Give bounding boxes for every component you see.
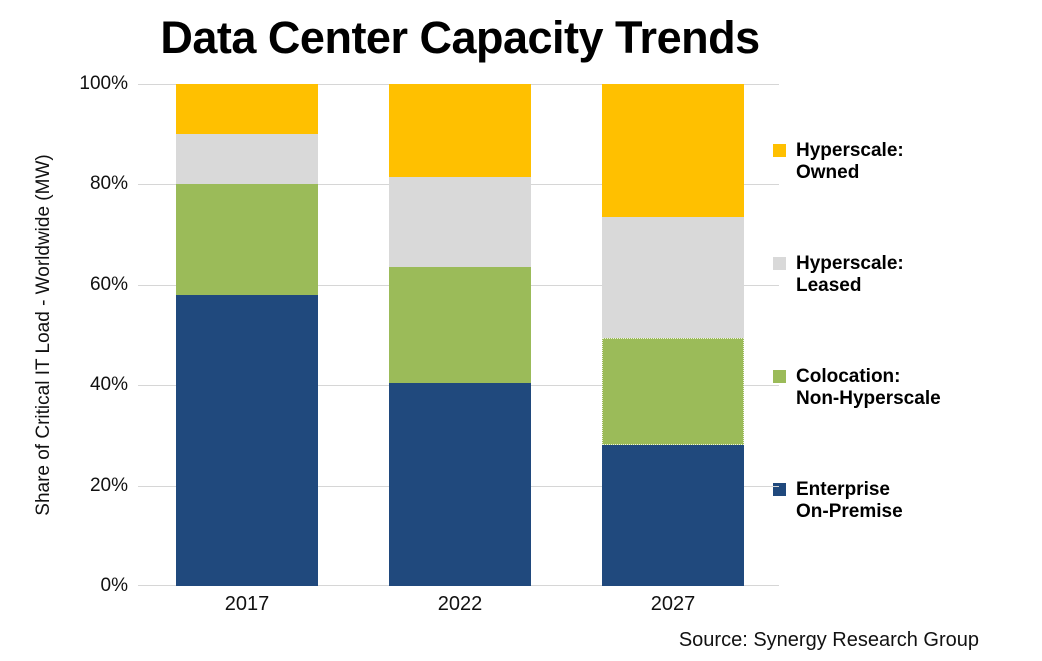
- legend-item: Colocation: Non-Hyperscale: [773, 366, 1023, 409]
- bar-segment: [176, 84, 318, 135]
- bar-segment: [389, 176, 531, 268]
- legend-swatch-icon: [773, 483, 786, 496]
- legend-item: Enterprise On-Premise: [773, 479, 1023, 522]
- bar-segment: [389, 382, 531, 586]
- bar-segment: [389, 267, 531, 383]
- bar-segment: [602, 217, 744, 338]
- bar-2022: [389, 84, 531, 586]
- y-tick-label: 100%: [79, 73, 128, 94]
- x-tick-label: 2027: [650, 593, 696, 615]
- bar-segment: [176, 294, 318, 586]
- legend-swatch-icon: [773, 370, 786, 383]
- source-attribution: Source: Synergy Research Group: [678, 629, 979, 651]
- legend-label: Colocation: Non-Hyperscale: [796, 366, 941, 409]
- y-tick-label: 40%: [89, 374, 128, 396]
- bar-segment: [602, 337, 744, 446]
- legend: Hyperscale: Owned Hyperscale: Leased Coloc…: [773, 140, 1023, 592]
- legend-item: Hyperscale: Owned: [773, 140, 1023, 183]
- bar-2017: [176, 84, 318, 586]
- y-tick-label: 60%: [89, 273, 128, 295]
- legend-swatch-icon: [773, 257, 786, 270]
- bar-2027: [602, 84, 744, 586]
- y-tick-label: 0%: [100, 575, 128, 596]
- legend-item: Hyperscale: Leased: [773, 253, 1023, 296]
- y-tick-label: 20%: [89, 474, 128, 496]
- y-axis-title: Share of Critical IT Load - Worldwide (M…: [33, 154, 54, 516]
- x-tick-label: 2017: [224, 593, 270, 615]
- bar-segment: [602, 84, 744, 218]
- legend-label: Hyperscale: Leased: [796, 253, 904, 296]
- legend-label: Hyperscale: Owned: [796, 140, 904, 183]
- bar-segment: [176, 184, 318, 295]
- bar-segment: [389, 84, 531, 177]
- legend-label: Enterprise On-Premise: [796, 479, 903, 522]
- bar-segment: [176, 134, 318, 185]
- legend-swatch-icon: [773, 144, 786, 157]
- plot-area: [138, 84, 779, 586]
- y-tick-label: 80%: [89, 173, 128, 195]
- bar-segment: [602, 445, 744, 586]
- chart-title: Data Center Capacity Trends: [160, 12, 760, 63]
- x-tick-label: 2022: [437, 593, 483, 615]
